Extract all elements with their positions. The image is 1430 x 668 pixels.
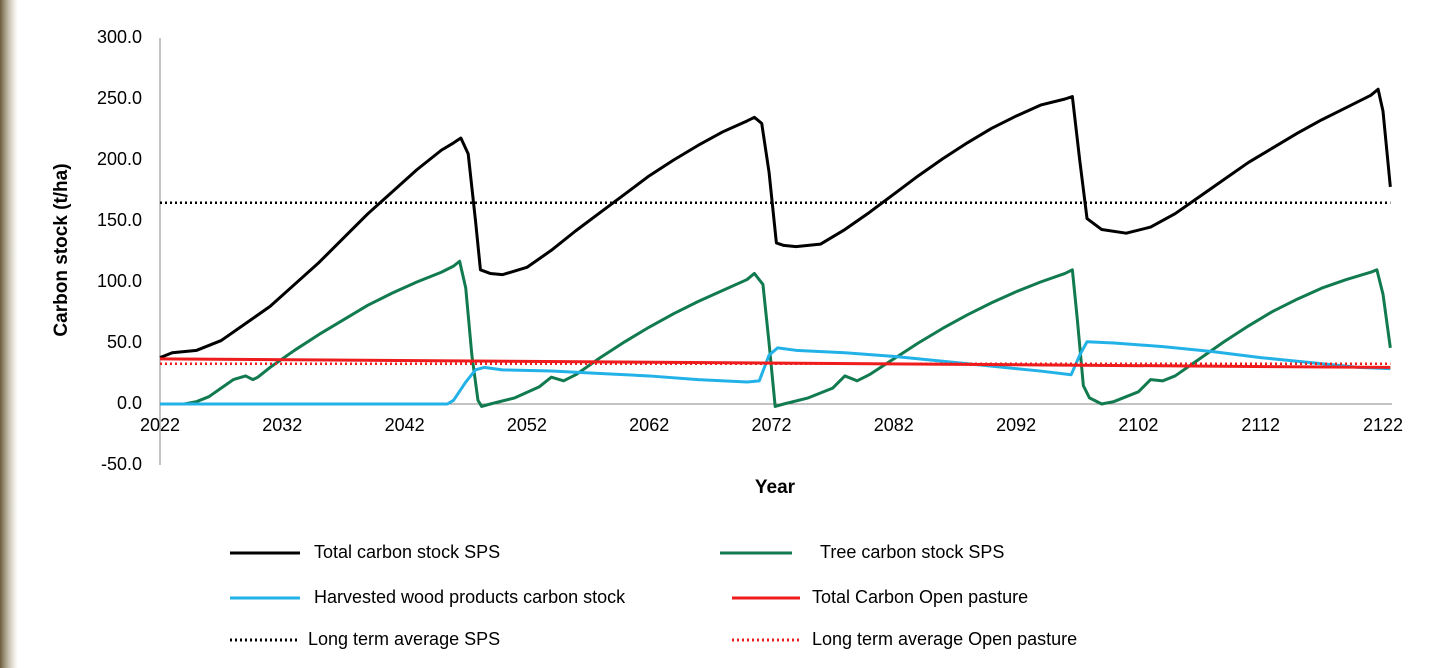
x-tick-label: 2122 xyxy=(1363,415,1403,435)
y-tick-label: 50.0 xyxy=(107,332,142,352)
legend-label: Tree carbon stock SPS xyxy=(820,542,1004,562)
series-line xyxy=(160,89,1390,357)
page: {"chart_data": {"type": "line", "xlabel"… xyxy=(0,0,1430,668)
x-tick-label: 2052 xyxy=(507,415,547,435)
legend-label: Harvested wood products carbon stock xyxy=(314,587,626,607)
legend-label: Long term average Open pasture xyxy=(812,629,1077,649)
y-tick-label: 150.0 xyxy=(97,210,142,230)
y-tick-label: 250.0 xyxy=(97,88,142,108)
x-tick-label: 2102 xyxy=(1118,415,1158,435)
series-line xyxy=(160,261,1390,406)
legend-label: Total Carbon Open pasture xyxy=(812,587,1028,607)
chart: Carbon stock (t/ha) Year -50.0 0.0 50.0 100… xyxy=(0,0,1430,668)
y-axis-title: Carbon stock (t/ha) xyxy=(51,163,72,336)
y-tick-label: -50.0 xyxy=(101,454,142,474)
x-tick-label: 2062 xyxy=(629,415,669,435)
legend-label: Total carbon stock SPS xyxy=(314,542,500,562)
x-tick-label: 2022 xyxy=(140,415,180,435)
x-tick-label: 2112 xyxy=(1241,415,1280,435)
x-tick-label: 2032 xyxy=(262,415,302,435)
background-edge xyxy=(0,0,18,668)
x-tick-label: 2072 xyxy=(751,415,791,435)
x-axis-title: Year xyxy=(755,477,796,498)
y-tick-label: 0.0 xyxy=(117,393,142,413)
x-tick-label: 2082 xyxy=(874,415,914,435)
y-tick-label: 300.0 xyxy=(97,27,142,47)
x-tick-label: 2042 xyxy=(385,415,425,435)
legend-label: Long term average SPS xyxy=(308,629,500,649)
x-tick-label: 2092 xyxy=(996,415,1036,435)
y-tick-label: 200.0 xyxy=(97,149,142,169)
y-tick-label: 100.0 xyxy=(97,271,142,291)
